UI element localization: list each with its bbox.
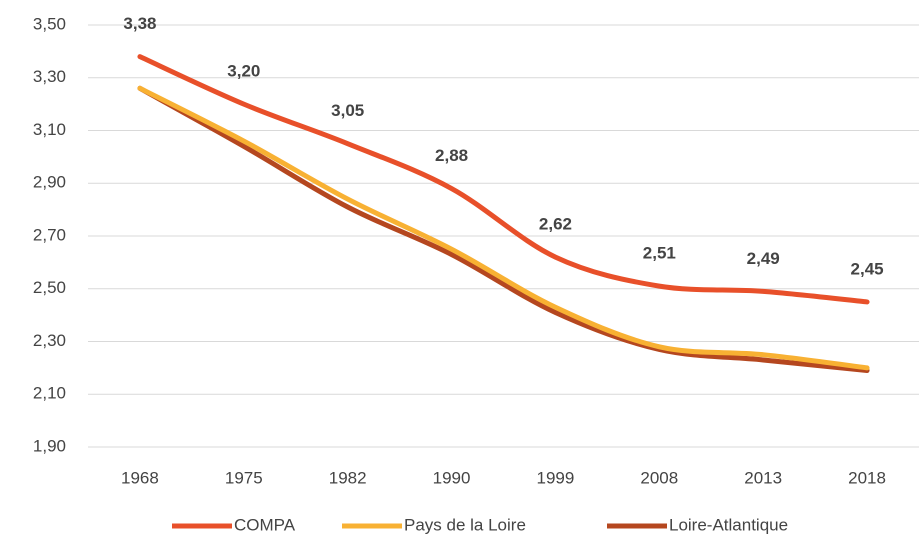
data-label: 2,62 (539, 215, 572, 234)
x-tick-label: 1999 (537, 468, 575, 487)
y-tick-label: 2,50 (33, 278, 66, 297)
data-label: 3,20 (227, 62, 260, 81)
y-tick-label: 3,10 (33, 120, 66, 139)
x-tick-label: 2008 (640, 468, 678, 487)
y-tick-label: 2,10 (33, 384, 66, 403)
y-tick-label: 3,30 (33, 67, 66, 86)
data-label: 3,05 (331, 101, 364, 120)
legend-label: COMPA (234, 515, 296, 534)
series-line (137, 85, 870, 374)
y-tick-label: 2,70 (33, 225, 66, 244)
data-label: 2,49 (747, 249, 780, 268)
data-label: 2,45 (851, 259, 884, 278)
data-label: 2,88 (435, 146, 468, 165)
x-tick-label: 2018 (848, 468, 886, 487)
legend-label: Pays de la Loire (404, 515, 526, 534)
data-label: 2,51 (643, 244, 676, 263)
legend-label: Loire-Atlantique (669, 515, 788, 534)
data-label: 3,38 (123, 14, 156, 33)
y-tick-label: 2,90 (33, 173, 66, 192)
series-line (137, 85, 870, 371)
series-line (137, 54, 870, 305)
x-tick-label: 1982 (329, 468, 367, 487)
y-tick-label: 1,90 (33, 436, 66, 455)
y-tick-label: 3,50 (33, 14, 66, 33)
x-tick-label: 1968 (121, 468, 159, 487)
y-tick-label: 2,30 (33, 331, 66, 350)
x-tick-label: 2013 (744, 468, 782, 487)
x-tick-label: 1990 (433, 468, 471, 487)
x-tick-label: 1975 (225, 468, 263, 487)
